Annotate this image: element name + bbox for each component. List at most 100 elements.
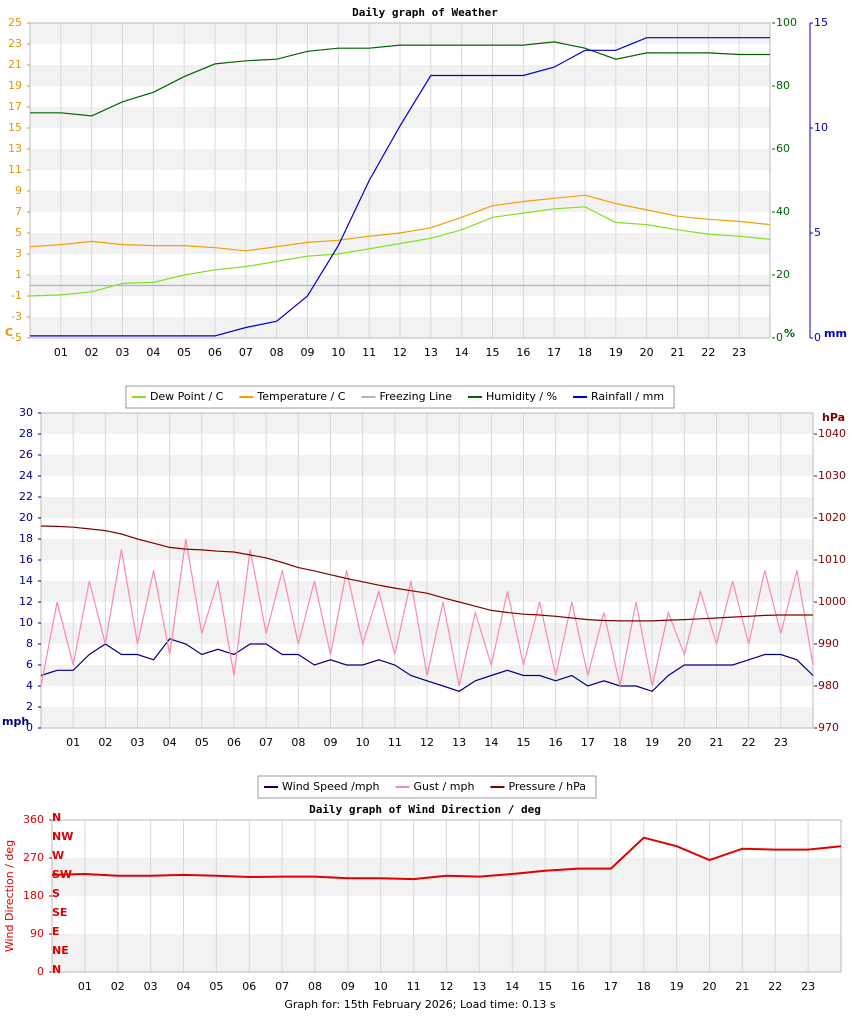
y-tick-label: 1020 — [818, 511, 846, 524]
x-tick-label: 10 — [331, 346, 345, 359]
x-tick-label: 23 — [732, 346, 746, 359]
axis-label: hPa — [822, 411, 845, 424]
x-tick-label: 19 — [609, 346, 623, 359]
axis-label: Wind Direction / deg — [3, 840, 16, 952]
x-tick-label: 13 — [452, 736, 466, 749]
x-tick-label: 02 — [111, 980, 125, 993]
x-tick-label: 04 — [163, 736, 177, 749]
x-tick-label: 11 — [407, 980, 421, 993]
y-tick-label: 26 — [19, 448, 33, 461]
y-tick-label: 980 — [818, 679, 839, 692]
y-tick-label: 15 — [8, 121, 22, 134]
x-tick-label: 14 — [505, 980, 519, 993]
x-tick-label: 22 — [768, 980, 782, 993]
x-tick-label: 01 — [78, 980, 92, 993]
x-tick-label: 07 — [259, 736, 273, 749]
x-tick-label: 19 — [670, 980, 684, 993]
x-tick-label: 09 — [341, 980, 355, 993]
axis-label: mph — [2, 715, 29, 728]
y-tick-label: 20 — [776, 268, 790, 281]
footer: Graph for: 15th February 2026; Load time… — [284, 998, 556, 1011]
y-tick-label: 30 — [19, 406, 33, 419]
y-tick-label: 4 — [26, 679, 33, 692]
x-tick-label: 06 — [208, 346, 222, 359]
x-tick-label: 12 — [440, 980, 454, 993]
y-tick-label: 17 — [8, 100, 22, 113]
y-tick-label: 13 — [8, 142, 22, 155]
x-tick-label: 10 — [374, 980, 388, 993]
y-tick-label: 14 — [19, 574, 33, 587]
y-tick-label: 10 — [814, 121, 828, 134]
y-tick-label: 0 — [776, 331, 783, 344]
compass-label: NW — [52, 830, 73, 843]
x-tick-label: 17 — [547, 346, 561, 359]
legend-label: Dew Point / C — [150, 390, 224, 403]
x-tick-label: 22 — [742, 736, 756, 749]
y-tick-label: 23 — [8, 37, 22, 50]
legend-label: Freezing Line — [379, 390, 452, 403]
axis-label: mm — [824, 327, 847, 340]
y-tick-label: 0 — [26, 721, 33, 734]
y-tick-label: 1010 — [818, 553, 846, 566]
x-tick-label: 16 — [516, 346, 530, 359]
y-tick-label: 1000 — [818, 595, 846, 608]
y-tick-label: 990 — [818, 637, 839, 650]
x-tick-label: 03 — [131, 736, 145, 749]
x-tick-label: 18 — [578, 346, 592, 359]
x-tick-label: 15 — [538, 980, 552, 993]
compass-label: E — [52, 925, 60, 938]
legend-box — [125, 385, 675, 409]
y-tick-label: 15 — [814, 16, 828, 29]
legend-box — [257, 775, 597, 799]
chart-title: Daily graph of Weather — [352, 6, 498, 19]
x-tick-label: 07 — [275, 980, 289, 993]
x-tick-label: 12 — [393, 346, 407, 359]
x-tick-label: 08 — [270, 346, 284, 359]
y-tick-label: 3 — [15, 247, 22, 260]
x-tick-label: 11 — [362, 346, 376, 359]
y-tick-label: 270 — [23, 851, 44, 864]
y-tick-label: 10 — [19, 616, 33, 629]
x-tick-label: 15 — [517, 736, 531, 749]
x-tick-label: 17 — [604, 980, 618, 993]
y-tick-label: 22 — [19, 490, 33, 503]
legend: Wind Speed /mph Gust / mph Pressure / hPa — [257, 775, 597, 799]
x-tick-label: 04 — [177, 980, 191, 993]
series-line — [29, 194, 771, 252]
legend-label: Rainfall / mm — [591, 390, 664, 403]
x-tick-label: 21 — [710, 736, 724, 749]
x-tick-label: 10 — [356, 736, 370, 749]
x-tick-label: 14 — [455, 346, 469, 359]
compass-label: SE — [52, 906, 67, 919]
x-tick-label: 23 — [774, 736, 788, 749]
compass-label: W — [52, 849, 64, 862]
series-line — [29, 206, 771, 297]
y-tick-label: 1040 — [818, 427, 846, 440]
x-tick-label: 05 — [195, 736, 209, 749]
y-tick-label: 12 — [19, 595, 33, 608]
y-tick-label: 80 — [776, 79, 790, 92]
x-tick-label: 09 — [301, 346, 315, 359]
series-line — [40, 525, 813, 622]
y-tick-label: 970 — [818, 721, 839, 734]
x-tick-label: 21 — [735, 980, 749, 993]
x-tick-label: 08 — [291, 736, 305, 749]
x-tick-label: 21 — [671, 346, 685, 359]
x-tick-label: 20 — [677, 736, 691, 749]
y-tick-label: 20 — [19, 511, 33, 524]
x-tick-label: 20 — [703, 980, 717, 993]
x-tick-label: 04 — [146, 346, 160, 359]
x-tick-label: 13 — [472, 980, 486, 993]
x-tick-label: 13 — [424, 346, 438, 359]
y-tick-label: -1 — [11, 289, 22, 302]
y-tick-label: 11 — [8, 163, 22, 176]
y-tick-label: 2 — [26, 700, 33, 713]
x-tick-label: 17 — [581, 736, 595, 749]
y-tick-label: 5 — [814, 226, 821, 239]
x-tick-label: 06 — [227, 736, 241, 749]
x-tick-label: 03 — [116, 346, 130, 359]
x-tick-label: 15 — [486, 346, 500, 359]
y-tick-label: 1030 — [818, 469, 846, 482]
x-tick-label: 23 — [801, 980, 815, 993]
